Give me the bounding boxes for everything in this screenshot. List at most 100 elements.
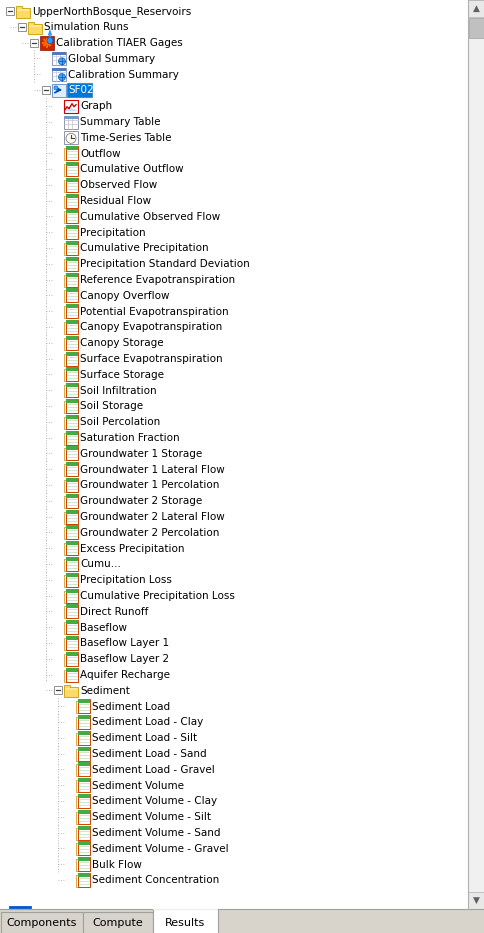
Bar <box>64 243 76 255</box>
Bar <box>66 288 78 292</box>
Text: SF020: SF020 <box>68 86 100 95</box>
Bar <box>66 383 78 397</box>
Bar <box>66 557 78 571</box>
Text: ▲: ▲ <box>472 4 479 13</box>
Bar <box>64 433 76 444</box>
Text: Calibration TIAER Gages: Calibration TIAER Gages <box>56 38 182 48</box>
Text: Groundwater 1 Storage: Groundwater 1 Storage <box>80 449 202 459</box>
Bar <box>76 796 88 808</box>
Bar <box>64 638 76 650</box>
Bar <box>78 746 90 750</box>
Bar <box>66 494 78 497</box>
Text: Bulk Flow: Bulk Flow <box>92 859 142 870</box>
Bar <box>66 304 78 308</box>
Text: Sediment Volume - Gravel: Sediment Volume - Gravel <box>92 843 228 854</box>
Text: Canopy Overflow: Canopy Overflow <box>80 291 169 300</box>
Bar <box>64 654 76 666</box>
Bar <box>66 667 78 681</box>
Bar <box>64 274 76 286</box>
Bar <box>76 780 88 792</box>
Bar <box>66 272 78 276</box>
Bar <box>66 368 78 371</box>
Bar <box>67 83 92 97</box>
Bar <box>64 591 76 603</box>
Bar <box>78 794 90 798</box>
Bar <box>76 843 88 856</box>
Bar <box>16 6 22 10</box>
Bar <box>66 320 78 324</box>
Bar <box>66 462 78 476</box>
Bar <box>66 193 78 198</box>
Bar <box>66 651 78 666</box>
Text: Groundwater 1 Percolation: Groundwater 1 Percolation <box>80 480 219 491</box>
Text: Groundwater 2 Percolation: Groundwater 2 Percolation <box>80 528 219 537</box>
Bar <box>66 430 78 444</box>
Bar <box>66 399 78 403</box>
Bar <box>468 18 483 38</box>
Bar <box>66 193 78 207</box>
Bar <box>78 778 90 782</box>
Bar <box>76 812 88 824</box>
Bar <box>66 589 78 603</box>
Bar <box>65 689 77 690</box>
Bar <box>66 257 78 260</box>
Bar <box>29 24 41 27</box>
Text: Groundwater 2 Lateral Flow: Groundwater 2 Lateral Flow <box>80 512 224 522</box>
Bar <box>66 651 78 656</box>
Bar <box>64 670 76 681</box>
Bar <box>64 227 76 239</box>
Bar <box>76 859 88 871</box>
Bar <box>76 748 88 760</box>
Bar <box>64 258 76 271</box>
Bar <box>64 543 76 555</box>
Bar <box>64 401 76 413</box>
Text: Reference Evapotranspiration: Reference Evapotranspiration <box>80 275 235 285</box>
Bar <box>66 209 78 214</box>
Text: Sediment Volume - Clay: Sediment Volume - Clay <box>92 797 217 806</box>
Bar <box>64 527 76 539</box>
Bar <box>64 354 76 366</box>
Bar <box>78 699 90 703</box>
Bar <box>66 605 78 619</box>
Bar <box>16 7 30 18</box>
Bar <box>66 573 78 587</box>
Bar <box>64 290 76 302</box>
Bar <box>78 842 90 856</box>
Polygon shape <box>65 107 77 111</box>
Bar <box>64 338 76 350</box>
Bar <box>76 717 88 729</box>
Bar <box>52 84 66 97</box>
Text: Soil Percolation: Soil Percolation <box>80 417 160 427</box>
Bar <box>78 826 90 840</box>
Text: Soil Storage: Soil Storage <box>80 401 143 411</box>
Bar <box>78 715 90 729</box>
Text: Sediment: Sediment <box>80 686 130 696</box>
Bar <box>66 257 78 271</box>
Bar <box>66 430 78 435</box>
Bar <box>78 746 90 760</box>
Text: Surface Evapotranspiration: Surface Evapotranspiration <box>80 354 222 364</box>
Bar <box>1 912 83 933</box>
Bar <box>78 810 90 824</box>
Bar <box>64 322 76 334</box>
Bar <box>28 21 33 26</box>
Bar <box>467 892 484 909</box>
Text: Precipitation: Precipitation <box>80 228 145 238</box>
Text: Graph: Graph <box>80 101 112 111</box>
Text: Simulation Runs: Simulation Runs <box>44 22 128 33</box>
Text: Cumu...: Cumu... <box>80 560 121 569</box>
Text: Sediment Load: Sediment Load <box>92 702 170 712</box>
Bar <box>66 336 78 340</box>
Bar <box>66 525 78 539</box>
Text: Sediment Load - Clay: Sediment Load - Clay <box>92 717 203 728</box>
Circle shape <box>59 74 65 80</box>
Text: Calibration Summary: Calibration Summary <box>68 70 179 79</box>
Bar <box>42 86 50 94</box>
Bar <box>66 557 78 561</box>
Text: Potential Evapotranspiration: Potential Evapotranspiration <box>80 307 228 316</box>
Bar <box>64 148 76 160</box>
Text: Precipitation Loss: Precipitation Loss <box>80 576 171 585</box>
Bar <box>66 573 78 577</box>
Bar <box>66 525 78 529</box>
FancyArrow shape <box>47 29 52 37</box>
